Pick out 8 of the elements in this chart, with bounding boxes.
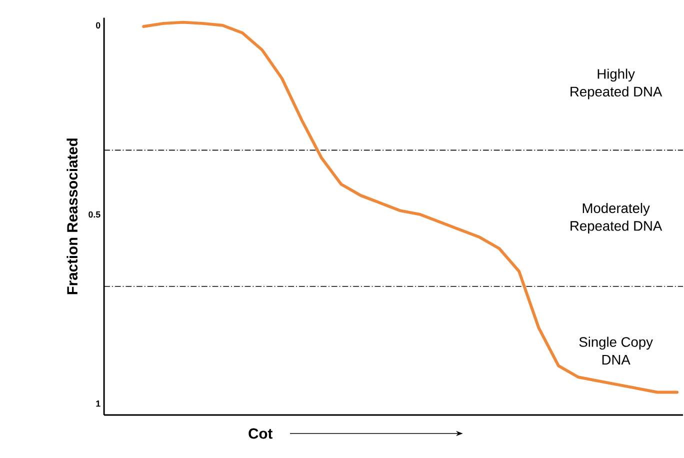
annotation: Moderately Repeated DNA [570, 202, 662, 234]
y-tick-label: 0 [96, 22, 100, 28]
annotation: Highly Repeated DNA [570, 68, 662, 100]
y-tick-label: 1 [96, 400, 100, 406]
x-axis-title: Cot [248, 428, 272, 439]
y-tick-label: 0.5 [88, 211, 100, 218]
y-axis-title: Fraction Reassociated [66, 138, 78, 294]
annotation: Single Copy DNA [579, 336, 653, 364]
